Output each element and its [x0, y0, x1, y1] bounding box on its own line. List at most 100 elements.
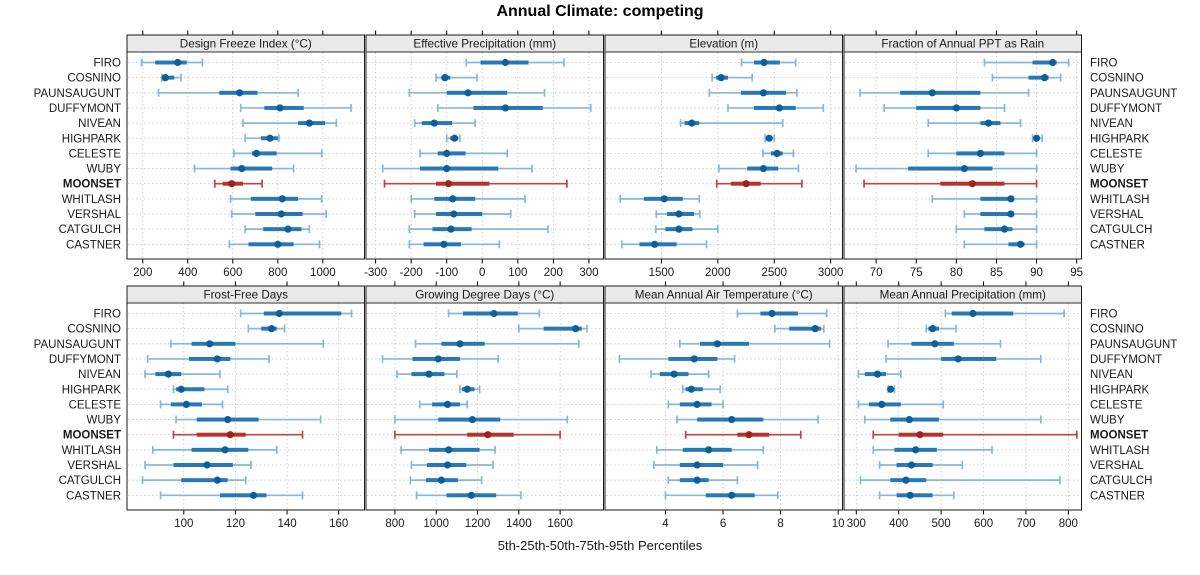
median-dot	[742, 180, 750, 188]
percentile-glyph-duffymont	[883, 103, 1006, 112]
percentile-glyph-castner	[408, 240, 501, 249]
site-label-left: CELESTE	[69, 148, 122, 160]
percentile-glyph-wuby	[718, 164, 800, 173]
x-tick-label: 200	[133, 267, 152, 279]
percentile-glyph-castner	[664, 491, 779, 500]
percentile-glyph-whitlash	[151, 445, 278, 454]
percentile-glyph-vershal	[963, 210, 1038, 218]
iqr-bar	[437, 151, 466, 156]
median-dot	[463, 385, 471, 393]
x-tick-label: 200	[544, 267, 563, 279]
site-label-right: WUBY	[1090, 164, 1125, 176]
median-dot	[984, 119, 993, 127]
panel-border	[365, 285, 604, 511]
iqr-bar	[155, 60, 187, 65]
percentile-glyph-wuby	[193, 164, 295, 173]
panel-background	[844, 286, 1082, 510]
median-dot	[713, 340, 721, 348]
site-label-right: MOONSET	[1090, 430, 1148, 442]
median-dot	[1007, 210, 1015, 218]
median-dot	[760, 58, 768, 67]
median-dot	[464, 89, 472, 97]
site-label-left: DUFFYMONT	[49, 354, 121, 366]
panel: 100 120 140 160 Frost-Free Days	[126, 281, 365, 530]
x-tick-label: 2500	[761, 267, 787, 279]
site-label-left: WUBY	[87, 415, 122, 427]
iqr-bar	[543, 326, 582, 331]
percentile-glyph-wuby	[394, 415, 569, 424]
median-dot	[434, 355, 442, 363]
site-label-left: CELESTE	[69, 399, 122, 411]
median-dot	[501, 58, 509, 67]
x-tick-label: 10	[832, 518, 845, 530]
site-label-left: MOONSET	[63, 430, 121, 442]
site-label-right: COSNINO	[1090, 73, 1144, 85]
iqr-bar	[896, 493, 933, 498]
percentile-glyph-firo	[740, 58, 797, 67]
median-dot	[693, 476, 701, 484]
median-dot	[906, 491, 914, 499]
percentile-glyph-castner	[228, 240, 321, 249]
percentile-glyph-castner	[963, 240, 1038, 249]
site-label-right: WHITLASH	[1090, 194, 1149, 206]
x-tick-label: -300	[364, 267, 387, 279]
x-tick-label: 80	[950, 267, 963, 279]
percentile-glyph-firo	[736, 309, 828, 318]
iqr-bar	[916, 105, 981, 110]
site-label-left: WHITLASH	[62, 194, 121, 206]
iqr-bar	[191, 447, 249, 452]
percentile-glyph-vershal	[878, 461, 964, 469]
site-label-left: MOONSET	[63, 179, 121, 191]
site-label-right: PAUNSAUGUNT	[1090, 88, 1177, 100]
percentile-glyph-catgulch	[408, 225, 549, 234]
median-dot	[249, 491, 258, 499]
x-tick-label: 1600	[547, 518, 573, 530]
median-dot	[693, 400, 701, 408]
median-dot	[467, 491, 475, 499]
x-tick-label: 700	[1016, 518, 1035, 530]
percentile-glyph-duffymont	[436, 103, 592, 112]
x-tick-label: 1000	[423, 518, 449, 530]
site-label-left: PAUNSAUGUNT	[34, 88, 121, 100]
median-dot	[213, 355, 221, 363]
median-dot	[968, 180, 976, 188]
median-dot	[651, 240, 659, 248]
median-dot	[765, 134, 773, 142]
median-dot	[1032, 134, 1041, 142]
x-tick-label: 400	[889, 518, 908, 530]
percentile-glyph-firo	[944, 309, 1065, 318]
iqr-bar	[188, 356, 231, 361]
median-dot	[444, 180, 453, 188]
panel-background	[366, 35, 604, 259]
median-dot	[443, 400, 452, 408]
percentile-glyph-celeste	[762, 149, 795, 158]
percentile-glyph-cosnino	[991, 73, 1062, 82]
percentile-glyph-highpark	[887, 385, 896, 394]
x-tick-label: 800	[385, 518, 404, 530]
percentile-glyph-celeste	[857, 400, 945, 409]
percentile-glyph-nivean	[413, 119, 477, 128]
percentile-glyph-cosnino	[161, 73, 182, 82]
panel: 200 400 600 800 1000 Design Freeze Index (°C)	[126, 30, 365, 279]
iqr-bar	[1032, 60, 1057, 65]
median-dot	[441, 74, 449, 82]
site-label-left: HIGHPARK	[62, 384, 122, 396]
percentile-glyph-highpark	[681, 385, 722, 394]
iqr-bar	[251, 151, 277, 156]
percentile-glyph-wuby	[863, 415, 1042, 424]
x-tick-label: 85	[990, 267, 1003, 279]
x-tick-label: 1000	[310, 267, 336, 279]
median-dot	[745, 431, 753, 439]
percentile-glyph-wuby	[381, 164, 533, 173]
median-dot	[728, 415, 736, 424]
median-dot	[275, 309, 283, 318]
median-dot	[252, 149, 261, 157]
iqr-bar	[420, 166, 499, 171]
median-dot	[773, 149, 781, 157]
iqr-bar	[176, 387, 205, 392]
percentile-glyph-moonset	[394, 430, 561, 439]
site-label-left: VERSHAL	[67, 209, 121, 221]
x-tick-label: 800	[268, 267, 287, 279]
percentile-glyph-moonset	[715, 179, 803, 188]
median-dot	[440, 240, 448, 248]
